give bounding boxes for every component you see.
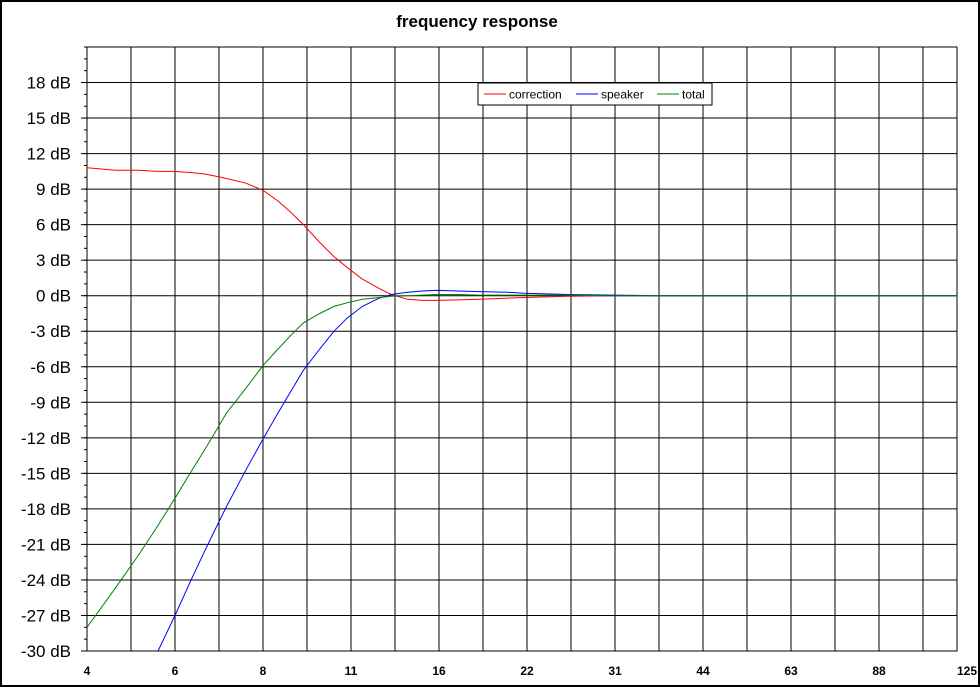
x-tick-label: 6 <box>172 664 179 678</box>
y-tick-label: 0 dB <box>36 287 71 306</box>
grid-layer <box>86 46 958 652</box>
y-tick-label: -15 dB <box>21 464 71 483</box>
legend: correction speaker total <box>477 82 713 106</box>
x-tick-label: 4 <box>84 664 91 678</box>
y-tick-label: -6 dB <box>30 358 71 377</box>
legend-label-total: total <box>682 88 705 102</box>
axis-label-layer: 18 dB 15 dB 12 dB 9 dB 6 dB 3 dB 0 dB -3 dB -6 d… <box>21 74 977 678</box>
y-tick-label: -24 dB <box>21 571 71 590</box>
y-tick-label: -3 dB <box>30 322 71 341</box>
x-tick-label: 31 <box>608 664 622 678</box>
plot-border <box>86 46 958 652</box>
series-line-speaker <box>157 289 957 651</box>
y-tick-label: 9 dB <box>36 180 71 199</box>
series-line-total <box>87 294 957 628</box>
x-tick-label: 22 <box>520 664 534 678</box>
y-tick-label: 18 dB <box>27 74 71 93</box>
y-tick-label: -21 dB <box>21 535 71 554</box>
y-tick-label: 3 dB <box>36 251 71 270</box>
minor-tick-layer <box>81 46 87 652</box>
x-tick-label: 125 <box>957 664 977 678</box>
x-tick-label: 88 <box>872 664 886 678</box>
x-tick-label: 16 <box>432 664 446 678</box>
y-tick-label: -9 dB <box>30 393 71 412</box>
y-tick-label: -12 dB <box>21 429 71 448</box>
x-tick-label: 44 <box>696 664 710 678</box>
x-tick-label: 11 <box>345 664 358 678</box>
y-tick-label: -27 dB <box>21 606 71 625</box>
y-tick-label: 12 dB <box>27 145 71 164</box>
legend-label-correction: correction <box>509 88 562 102</box>
x-tick-label: 8 <box>260 664 267 678</box>
y-tick-label: 15 dB <box>27 109 71 128</box>
legend-label-speaker: speaker <box>601 88 644 102</box>
x-tick-label: 63 <box>784 664 798 678</box>
series-layer <box>87 167 957 651</box>
chart-title: frequency response <box>396 12 558 31</box>
y-tick-label: 6 dB <box>36 216 71 235</box>
series-line-correction <box>87 167 957 301</box>
y-tick-label: -18 dB <box>21 500 71 519</box>
y-tick-label: -30 dB <box>21 642 71 661</box>
